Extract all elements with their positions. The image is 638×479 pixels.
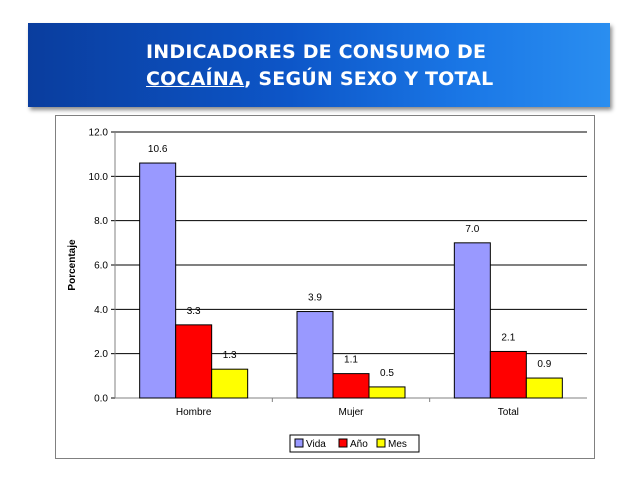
bar-año: [175, 324, 213, 399]
bar-vida: [139, 162, 177, 399]
legend-swatch-vida: [294, 438, 304, 448]
legend-label: Mes: [388, 439, 407, 450]
data-label: 0.5: [380, 368, 394, 379]
bar-mes: [525, 377, 563, 399]
bar-vida: [296, 311, 334, 399]
data-label: 2.1: [501, 332, 515, 343]
data-label: 7.0: [465, 224, 479, 235]
data-label: 0.9: [537, 359, 551, 370]
data-label: 1.3: [223, 350, 237, 361]
data-label: 3.3: [187, 306, 201, 317]
title-line-2-rest: , SEGÚN SEXO Y TOTAL: [244, 68, 494, 90]
y-tick-label: 2.0: [94, 349, 108, 360]
y-axis-title: Porcentaje: [67, 239, 78, 291]
x-tick-label: Hombre: [176, 407, 212, 418]
title-line-2: COCAÍNA, SEGÚN SEXO Y TOTAL: [146, 66, 606, 93]
data-label: 1.1: [344, 355, 358, 366]
title-line-1: INDICADORES DE CONSUMO DE: [146, 41, 487, 63]
bar-vida: [453, 242, 491, 399]
y-tick-label: 8.0: [94, 216, 108, 227]
title-banner: [28, 23, 610, 107]
bar-año: [489, 350, 527, 399]
y-tick-label: 12.0: [89, 128, 109, 139]
legend-label: Vida: [306, 439, 326, 450]
y-tick-label: 0.0: [94, 394, 108, 405]
data-label: 10.6: [148, 144, 168, 155]
bar-año: [332, 373, 370, 399]
x-tick-label: Mujer: [338, 407, 364, 418]
y-tick-label: 6.0: [94, 261, 108, 272]
data-label: 3.9: [308, 293, 322, 304]
legend-swatch-año: [338, 438, 348, 448]
x-tick-label: Total: [498, 407, 519, 418]
slide-title: INDICADORES DE CONSUMO DE COCAÍNA, SEGÚN…: [146, 39, 606, 93]
title-underlined-word: COCAÍNA: [146, 68, 245, 90]
y-tick-label: 4.0: [94, 305, 108, 316]
legend-box: [289, 434, 420, 453]
bar-mes: [368, 386, 406, 399]
y-tick-label: 10.0: [89, 172, 109, 183]
bar-mes: [211, 368, 249, 399]
legend-swatch-mes: [376, 438, 386, 448]
legend-label: Año: [350, 439, 368, 450]
